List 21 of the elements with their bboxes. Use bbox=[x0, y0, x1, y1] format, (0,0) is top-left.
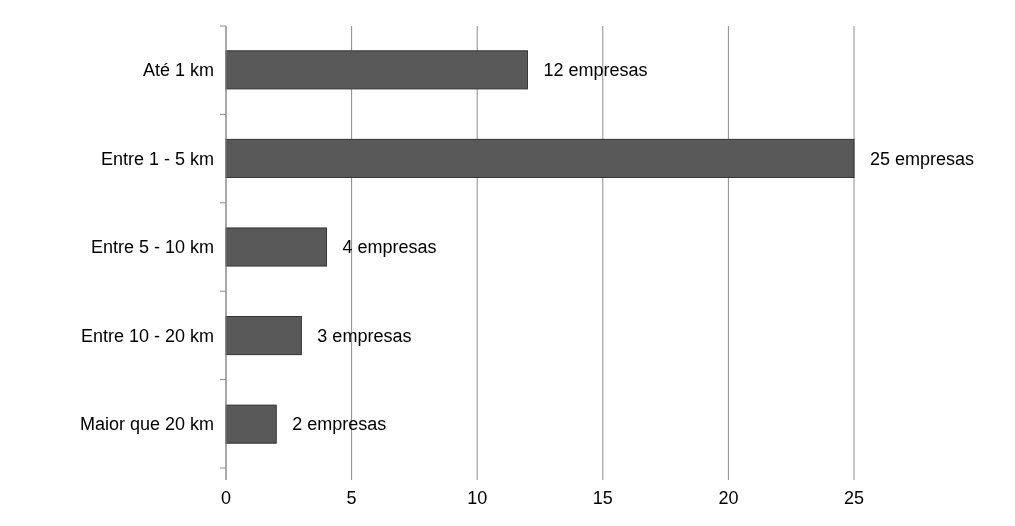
y-tick-label: Maior que 20 km bbox=[79, 414, 214, 435]
y-tick-label: Até 1 km bbox=[142, 60, 214, 81]
data-label: 3 empresas bbox=[317, 325, 412, 346]
y-tick-label: Entre 5 - 10 km bbox=[90, 237, 214, 258]
y-tick-label: Entre 1 - 5 km bbox=[100, 148, 214, 169]
bar bbox=[225, 404, 277, 444]
x-tick-label: 0 bbox=[220, 488, 232, 508]
bar bbox=[225, 227, 327, 267]
data-label: 2 empresas bbox=[292, 414, 387, 435]
x-tick-label: 25 bbox=[843, 488, 865, 508]
data-label: 25 empresas bbox=[870, 148, 975, 169]
x-tick-label: 5 bbox=[346, 488, 357, 508]
bar bbox=[225, 50, 528, 90]
data-label: 12 empresas bbox=[543, 60, 648, 81]
data-label: 4 empresas bbox=[342, 237, 437, 258]
x-tick-label: 10 bbox=[467, 488, 488, 508]
x-tick-label: 20 bbox=[718, 488, 739, 508]
x-tick-label: 15 bbox=[592, 488, 613, 508]
bar bbox=[225, 138, 855, 178]
y-tick-label: Entre 10 - 20 km bbox=[80, 325, 214, 346]
bar bbox=[225, 316, 302, 356]
